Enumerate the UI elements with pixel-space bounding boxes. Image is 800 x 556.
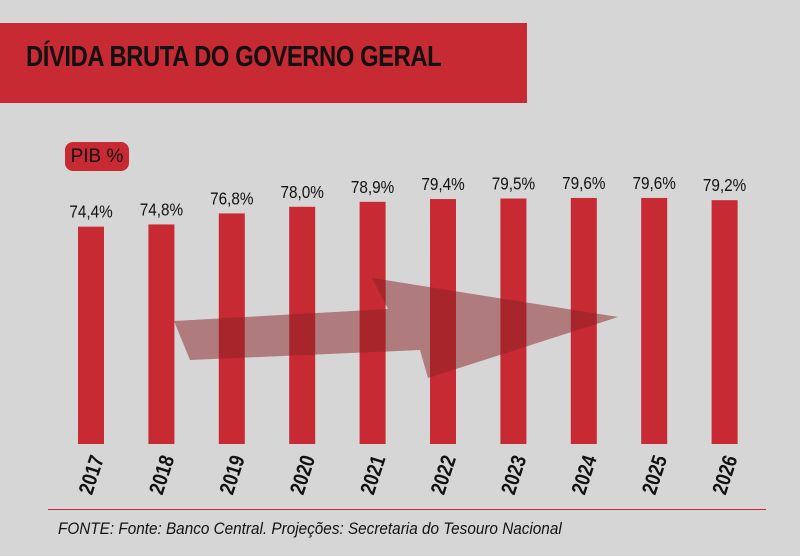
value-label-2025: 79,6% (633, 173, 676, 193)
trend-arrow-icon (174, 278, 618, 378)
value-label-2019: 76,8% (210, 188, 253, 208)
x-tick-2019: 2019 (215, 452, 250, 497)
x-tick-2021: 2021 (356, 452, 391, 497)
x-tick-2018: 2018 (145, 452, 180, 497)
bar-2018 (148, 224, 175, 444)
trend-arrow-layer (174, 278, 618, 378)
x-tick-2017: 2017 (74, 452, 109, 497)
bar-2025 (641, 197, 668, 444)
bars-layer (78, 197, 738, 444)
title-banner (0, 23, 527, 103)
bar-2026 (711, 200, 738, 444)
x-tick-2022: 2022 (426, 452, 461, 497)
x-tick-labels-layer: 2017 2018 2019 2020 2021 2022 2023 2024 2025 2026 (74, 452, 742, 497)
value-label-2026: 79,2% (703, 175, 746, 195)
x-tick-2025: 2025 (638, 452, 673, 497)
unit-badge: PIB % (65, 142, 129, 171)
value-label-2018: 74,8% (140, 199, 183, 219)
x-tick-2024: 2024 (567, 452, 602, 497)
x-tick-2023: 2023 (497, 452, 532, 497)
value-label-2021: 78,9% (351, 177, 394, 197)
value-labels-layer: 74,4% 74,8% 76,8% 78,0% 78,9% 79,4% 79,5% 79,6%… (69, 173, 746, 222)
bar-2017 (78, 226, 104, 444)
value-label-2017: 74,4% (69, 201, 112, 221)
value-label-2022: 79,4% (421, 174, 464, 194)
footer-divider (48, 509, 766, 510)
x-tick-2020: 2020 (286, 452, 321, 497)
value-label-2024: 79,6% (562, 173, 605, 193)
chart-title: DÍVIDA BRUTA DO GOVERNO GERAL (26, 41, 442, 73)
value-label-2023: 79,5% (492, 173, 535, 193)
source-note: FONTE: Fonte: Banco Central. Projeções: … (58, 519, 562, 538)
x-tick-2026: 2026 (708, 452, 743, 497)
value-label-2020: 78,0% (281, 182, 324, 202)
